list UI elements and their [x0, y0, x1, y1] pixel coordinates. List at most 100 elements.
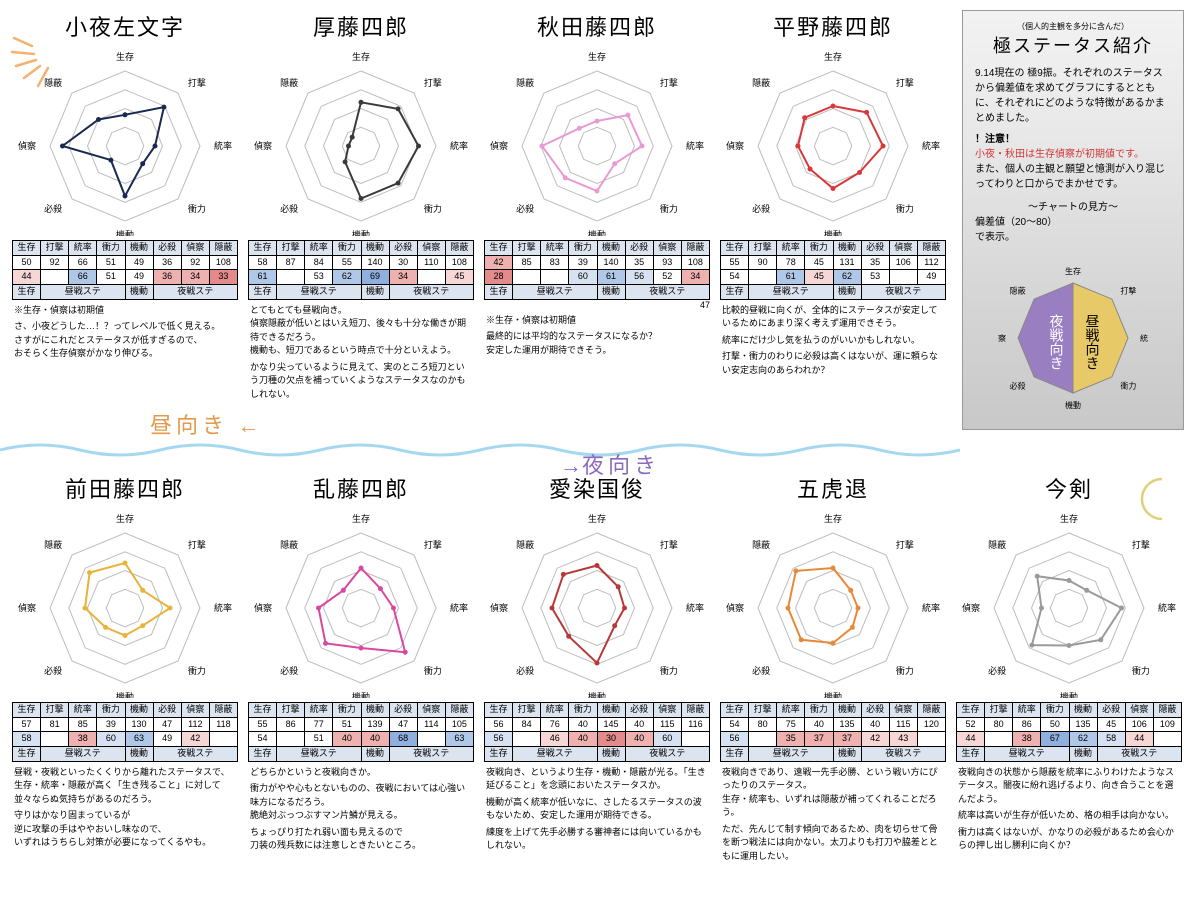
td: 108	[445, 255, 473, 270]
td: 52	[957, 717, 985, 732]
note-line: さ、小夜どうした…！？ってレベルで低く見える。さすがにこれだとステータスが低すぎ…	[14, 320, 236, 361]
note-line: 比較的昼戦に向くが、全体的にステータスが安定しているためにあまり深く考えず運用で…	[722, 304, 944, 331]
th: 生存	[249, 703, 277, 718]
td: 106	[889, 255, 917, 270]
td: 86	[1013, 717, 1041, 732]
td: 67	[1041, 732, 1069, 747]
axis-label: 生存	[116, 51, 134, 62]
td: 114	[417, 717, 445, 732]
th: 生存	[13, 747, 41, 762]
card-note: どちらかというと夜戦向きか。衝力がやや心もとないものの、夜戦においては心強い味方…	[248, 762, 474, 856]
th: 機動	[833, 241, 861, 256]
character-card: 平野藤四郎 生存打撃統率衝力機動必殺偵察隠蔽 生存打撃統率衝力機動必殺偵察隠蔽5…	[720, 10, 946, 430]
info-subtitle: （個人的主観を多分に含んだ）	[975, 21, 1171, 33]
svg-text:隠蔽: 隠蔽	[1010, 286, 1026, 296]
td: 105	[445, 717, 473, 732]
note-line: 練度を上げて先手必勝する審神者には向いているかもしれない。	[486, 826, 708, 853]
info-panel: （個人的主観を多分に含んだ） 極ステータス紹介 9.14現在の 極9振。それぞれ…	[962, 10, 1184, 430]
th: 生存	[485, 747, 513, 762]
axis-label: 機動	[352, 229, 370, 236]
td: 33	[209, 270, 237, 285]
info-warn: ！注意！小夜・秋田は生存偵察が初期値です。また、個人の主観と願望と憶測が入り混じ…	[975, 132, 1171, 192]
td: 92	[41, 255, 69, 270]
axis-label: 衝力	[424, 665, 442, 676]
axis-label: 隠蔽	[44, 539, 62, 550]
td: 75	[777, 717, 805, 732]
td	[749, 732, 777, 747]
note-line: 打撃・衝力のわりに必殺は高くはないが、運に頼らない安定志向のあらわれか？	[722, 350, 944, 377]
note-line: 衝力は高くはないが、かなりの必殺があるため会心からの押し出し勝利に向くか？	[958, 826, 1180, 853]
td: 45	[805, 255, 833, 270]
td: 56	[721, 732, 749, 747]
th: 打撃	[749, 241, 777, 256]
axis-label: 機動	[1060, 691, 1078, 698]
td: 42	[485, 255, 513, 270]
td: 51	[333, 717, 361, 732]
td: 57	[13, 717, 41, 732]
stat-table: 生存打撃統率衝力機動必殺偵察隠蔽558677511394711410554514…	[248, 702, 474, 762]
td	[417, 270, 445, 285]
axis-label: 必殺	[752, 203, 770, 214]
axis-label: 生存	[824, 51, 842, 62]
th: 機動	[125, 747, 153, 762]
td: 69	[361, 270, 389, 285]
th: 機動	[125, 241, 153, 256]
td: 49	[153, 732, 181, 747]
axis-label: 偵察	[18, 140, 36, 151]
th: 機動	[361, 703, 389, 718]
td: 92	[181, 255, 209, 270]
radar-chart: 生存打撃統率衝力機動必殺偵察隠蔽	[956, 508, 1182, 698]
th: 打撃	[513, 703, 541, 718]
th: 統率	[305, 703, 333, 718]
th: 昼戦ステ	[277, 285, 361, 300]
th: 必殺	[389, 703, 417, 718]
td: 55	[333, 255, 361, 270]
th: 昼戦ステ	[513, 285, 597, 300]
td: 36	[153, 270, 181, 285]
th: 機動	[125, 285, 153, 300]
td: 55	[721, 255, 749, 270]
note-line: 昼戦・夜戦といったくくりから離れたステータスで、生存・統率・隠蔽が高く「生き残る…	[14, 766, 236, 807]
axis-label: 生存	[588, 51, 606, 62]
th: 生存	[249, 747, 277, 762]
axis-label: 隠蔽	[752, 539, 770, 550]
th: 統率	[541, 703, 569, 718]
th: 生存	[721, 747, 749, 762]
th: 機動	[361, 241, 389, 256]
axis-label: 機動	[588, 229, 606, 236]
th: 夜戦ステ	[1097, 747, 1181, 762]
td: 61	[777, 270, 805, 285]
axis-label: 生存	[588, 513, 606, 524]
th: 機動	[361, 747, 389, 762]
th: 打撃	[41, 241, 69, 256]
th: 隠蔽	[445, 241, 473, 256]
td: 106	[1125, 717, 1153, 732]
th: 衝力	[1041, 703, 1069, 718]
th: 統率	[305, 241, 333, 256]
axis-label: 衝力	[424, 203, 442, 214]
note-line: 夜戦向きであり、遠戦一先手必勝、という戦い方にぴったりのステータス。生存・統率も…	[722, 766, 944, 820]
character-card: 五虎退 生存打撃統率衝力機動必殺偵察隠蔽 生存打撃統率衝力機動必殺偵察隠蔽548…	[720, 472, 946, 866]
th: 隠蔽	[917, 703, 945, 718]
th: 偵察	[181, 703, 209, 718]
axis-label: 生存	[352, 51, 370, 62]
svg-text:打撃: 打撃	[1120, 286, 1136, 296]
td: 55	[249, 717, 277, 732]
axis-label: 生存	[1060, 513, 1078, 524]
card-note: ※生存・偵察は初期値最終的には平均的なステータスになるか？安定した運用が期待でき…	[484, 310, 710, 361]
td: 37	[833, 732, 861, 747]
th: 夜戦ステ	[625, 747, 709, 762]
th: 隠蔽	[917, 241, 945, 256]
td: 44	[957, 732, 985, 747]
axis-label: 偵察	[490, 140, 508, 151]
td: 60	[653, 732, 681, 747]
axis-label: 統率	[1158, 602, 1176, 613]
note-line: ※生存・偵察は初期値	[486, 314, 708, 328]
th: 昼戦ステ	[749, 285, 833, 300]
td: 60	[569, 270, 597, 285]
th: 機動	[1069, 747, 1097, 762]
td: 45	[805, 270, 833, 285]
td: 120	[917, 717, 945, 732]
character-card: 今剣 生存打撃統率衝力機動必殺偵察隠蔽 生存打撃統率衝力機動必殺偵察隠蔽5280…	[956, 472, 1182, 866]
td: 51	[97, 270, 125, 285]
